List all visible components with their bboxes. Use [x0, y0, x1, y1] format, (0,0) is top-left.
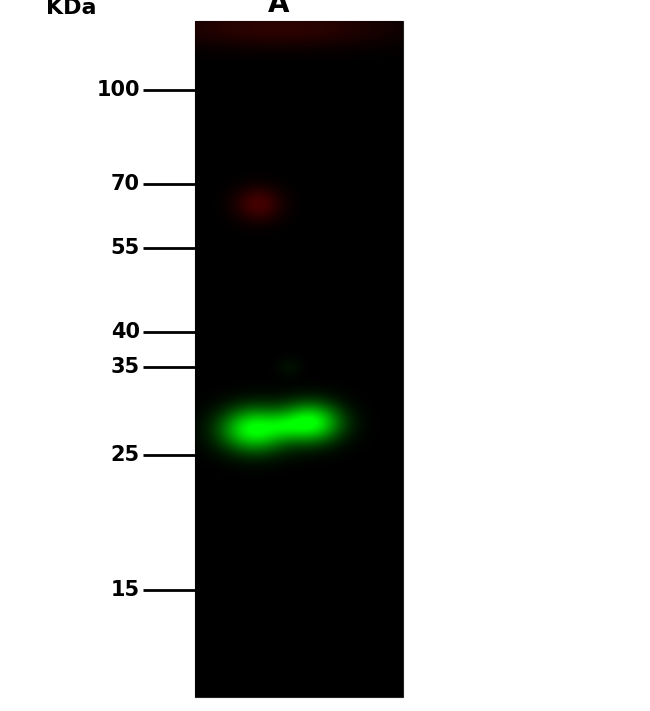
Bar — [195, 21, 403, 697]
Text: 40: 40 — [111, 321, 140, 342]
Text: 35: 35 — [111, 357, 140, 377]
Text: A: A — [267, 0, 289, 18]
Text: 55: 55 — [111, 238, 140, 258]
Text: 15: 15 — [111, 580, 140, 600]
Text: KDa: KDa — [46, 0, 97, 18]
Text: 70: 70 — [111, 174, 140, 194]
Text: 25: 25 — [111, 446, 140, 466]
Text: 100: 100 — [96, 80, 140, 100]
